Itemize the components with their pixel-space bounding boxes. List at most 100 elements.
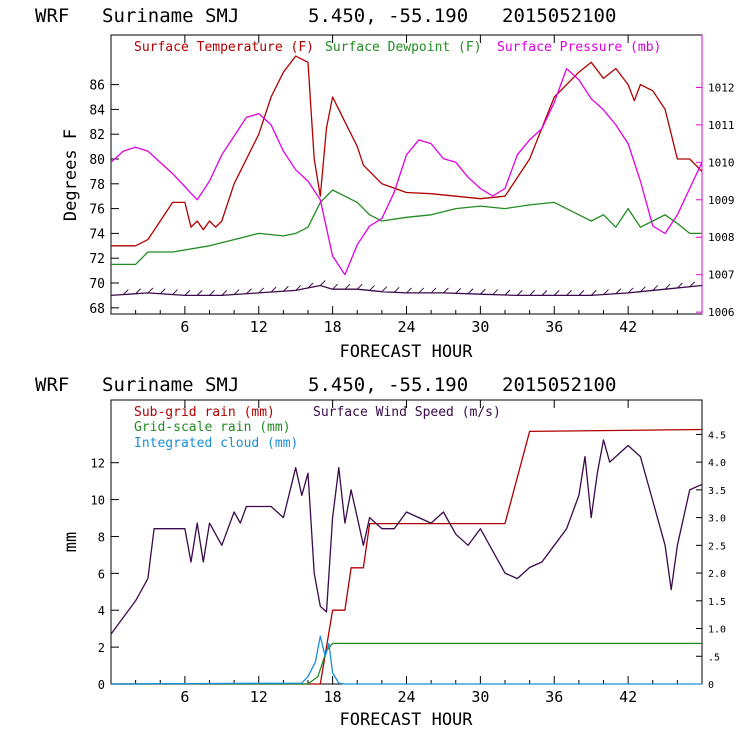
wind-barb bbox=[369, 285, 375, 291]
y2-tick-label: 1009 bbox=[708, 194, 735, 207]
wind-barb bbox=[233, 289, 240, 295]
wind-barb bbox=[332, 283, 338, 290]
y2-tick-label: 0 bbox=[708, 680, 714, 691]
legend-dewpoint: Surface Dewpoint (F) bbox=[325, 40, 482, 55]
series-surface-pressure-mb bbox=[110, 68, 703, 276]
series-lines bbox=[110, 428, 703, 685]
wind-barb bbox=[553, 290, 560, 296]
y-tick-label: 8 bbox=[98, 530, 105, 544]
wind-barb bbox=[664, 283, 671, 290]
y-tick-label: 68 bbox=[89, 302, 105, 317]
wind-barb bbox=[184, 290, 191, 296]
y-tick-label: 6 bbox=[98, 567, 105, 581]
x-axis-label: FORECAST HOUR bbox=[339, 710, 473, 730]
header-model: WRF bbox=[35, 5, 69, 27]
wind-barb bbox=[122, 289, 129, 295]
legend-temperature: Surface Temperature (F) bbox=[134, 40, 314, 55]
x-tick-label: 24 bbox=[397, 688, 415, 706]
y-tick-label: 76 bbox=[89, 203, 105, 218]
series-sub-grid-rain-mm bbox=[111, 428, 703, 685]
wind-barb bbox=[467, 288, 474, 295]
legend-wind-speed: Surface Wind Speed (m/s) bbox=[313, 405, 501, 420]
y2-tick-label: 4.5 bbox=[708, 430, 726, 441]
y-tick-label: 4 bbox=[98, 604, 105, 618]
y2-tick-label: 1007 bbox=[708, 269, 735, 282]
y2-tick-label: 1011 bbox=[708, 119, 735, 132]
series-surface-temperature-f bbox=[111, 55, 703, 247]
wind-barb bbox=[246, 288, 252, 295]
y-tick-label: 74 bbox=[89, 227, 105, 242]
wind-barb bbox=[406, 287, 412, 294]
y2-tick-label: 1.0 bbox=[708, 625, 726, 636]
wind-barb bbox=[541, 290, 548, 296]
y2-tick-label: 1008 bbox=[708, 231, 735, 244]
x-tick-label: 6 bbox=[180, 318, 189, 336]
wind-barb bbox=[504, 289, 511, 296]
wind-barb bbox=[159, 288, 166, 295]
x-tick-label: 30 bbox=[471, 688, 489, 706]
wind-barb bbox=[603, 289, 609, 295]
series-lines bbox=[110, 55, 703, 297]
wind-barb bbox=[307, 282, 314, 289]
wind-barb bbox=[270, 286, 277, 293]
wind-barb bbox=[529, 290, 535, 296]
wind-barb bbox=[455, 287, 462, 294]
header-model: WRF bbox=[35, 374, 69, 396]
legend-pressure: Surface Pressure (mb) bbox=[497, 40, 661, 55]
y2-tick-label: 2.5 bbox=[708, 541, 726, 552]
legend-subgrid-rain: Sub-grid rain (mm) bbox=[134, 405, 275, 420]
y2-tick-label: 1012 bbox=[708, 81, 735, 94]
y2-tick-label: 4.0 bbox=[708, 458, 726, 469]
wind-barb bbox=[418, 287, 425, 294]
x-tick-label: 42 bbox=[619, 688, 637, 706]
wind-barb bbox=[295, 285, 302, 291]
y-tick-label: 86 bbox=[89, 79, 105, 94]
y2-tick-label: 1006 bbox=[708, 306, 735, 319]
wind-barb bbox=[196, 290, 203, 296]
wind-barb bbox=[393, 286, 400, 293]
wind-barb bbox=[319, 280, 326, 286]
plot-frame bbox=[110, 34, 703, 315]
x-tick-label: 24 bbox=[397, 318, 415, 336]
series-surface-wind-speed-m-s bbox=[110, 439, 703, 635]
wind-barb bbox=[356, 283, 363, 290]
x-tick-label: 18 bbox=[324, 688, 342, 706]
x-tick-label: 6 bbox=[180, 688, 189, 706]
x-axis-label: FORECAST HOUR bbox=[339, 342, 473, 362]
x-tick-label: 12 bbox=[250, 318, 268, 336]
axis-ticks: 6 12 18 24 30 36 420246810120.51.01.52.02.53.0… bbox=[91, 400, 726, 706]
wind-barb bbox=[689, 281, 696, 288]
axis-ticks: 6 12 18 24 30 36 42 68 70 72 74 76 78 80 82 84 86 1006 100… bbox=[89, 35, 735, 336]
y2-tick-label: 3.5 bbox=[708, 486, 726, 497]
legend-gridscale-rain: Grid-scale rain (mm) bbox=[134, 420, 291, 435]
y2-tick-label: 3.0 bbox=[708, 514, 726, 525]
y-tick-label: 78 bbox=[89, 178, 105, 193]
x-tick-label: 36 bbox=[545, 688, 563, 706]
wind-barb bbox=[344, 283, 351, 290]
wind-barb bbox=[258, 287, 265, 294]
wind-barb bbox=[652, 285, 659, 291]
x-tick-label: 30 bbox=[471, 318, 489, 336]
y2-tick-label: 2.0 bbox=[708, 569, 726, 580]
series-surface-dewpoint-f bbox=[111, 189, 702, 266]
wind-barb bbox=[430, 287, 437, 294]
header-run: 2015052100 bbox=[502, 374, 616, 396]
header-coords: 5.450, -55.190 bbox=[308, 5, 468, 27]
header-coords: 5.450, -55.190 bbox=[308, 374, 468, 396]
wind-barb bbox=[381, 286, 388, 293]
wind-barb bbox=[590, 290, 597, 296]
x-tick-label: 42 bbox=[619, 318, 637, 336]
wind-barb bbox=[492, 289, 499, 295]
wind-barb bbox=[640, 286, 646, 293]
legend-integrated-cloud: Integrated cloud (mm) bbox=[134, 436, 298, 451]
wind-barb bbox=[135, 288, 141, 295]
y2-tick-label: 1010 bbox=[708, 156, 735, 169]
y-tick-label: 2 bbox=[98, 641, 105, 655]
y-axis-label: Degrees F bbox=[61, 129, 81, 221]
header-run: 2015052100 bbox=[502, 5, 616, 27]
wind-barb bbox=[221, 290, 228, 296]
wind-barb bbox=[209, 290, 215, 296]
wind-barb bbox=[283, 285, 289, 292]
wind-barb bbox=[677, 282, 683, 289]
